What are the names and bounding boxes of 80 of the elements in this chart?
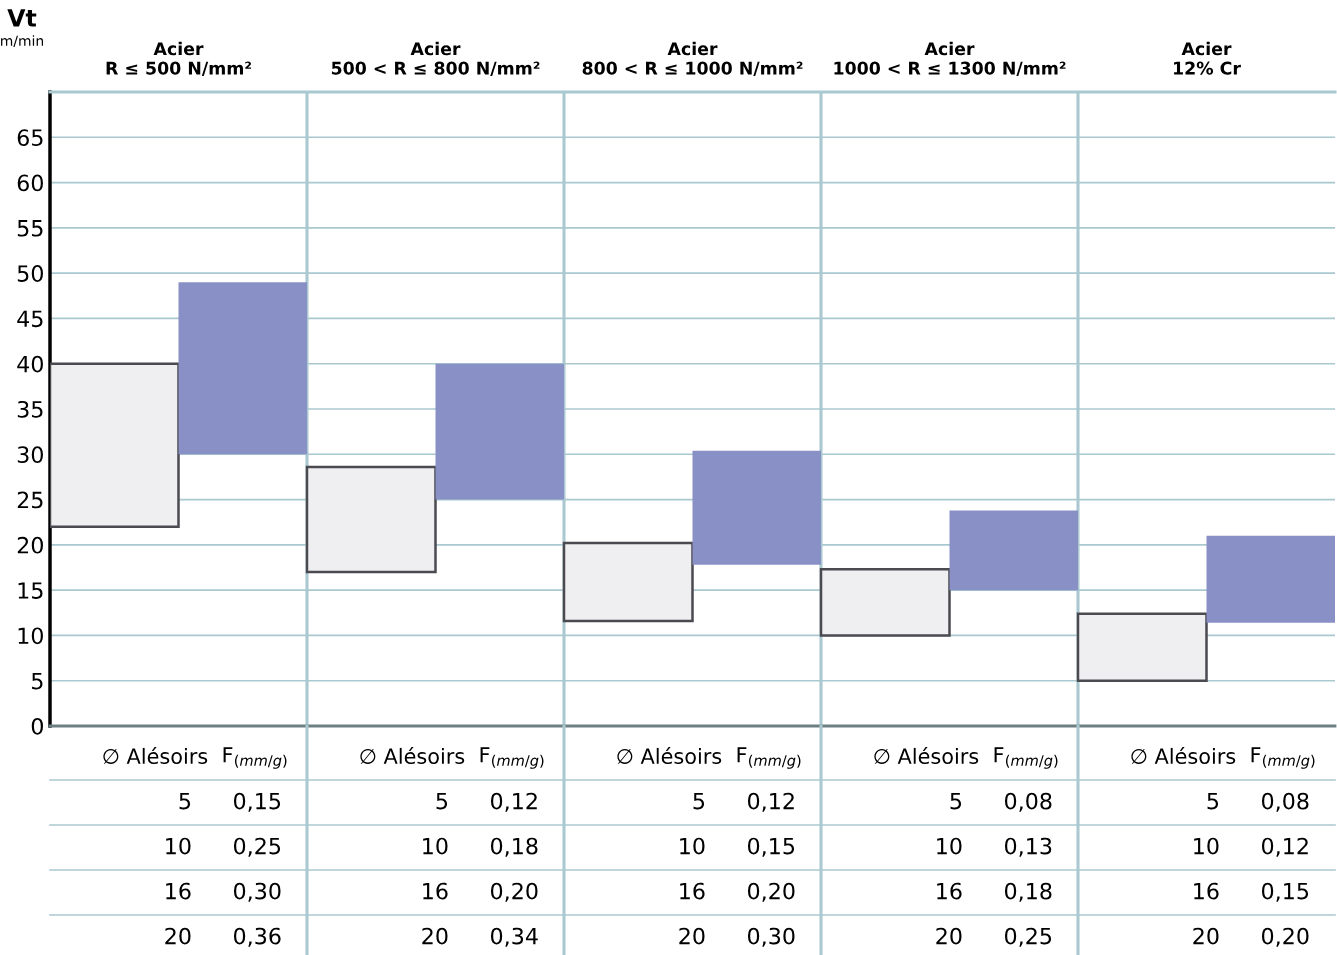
text: ∅ Alésoirs (360, 747, 465, 765)
text: 0,12 (1261, 837, 1308, 857)
x-tick-label: Acier 12% Cr (1174, 41, 1241, 75)
text: 16 (166, 882, 191, 900)
text: 0,15 (1261, 882, 1309, 902)
text: 0,18 (490, 837, 538, 857)
text: 0,30 (747, 927, 795, 947)
bar (819, 568, 951, 637)
y-tick-label: 15 (18, 582, 43, 599)
y-tick-label: 55 (17, 220, 43, 237)
bar (178, 282, 307, 455)
y-axis-title: Vt m/min (1, 9, 44, 48)
text: 0,20 (490, 882, 538, 902)
text: 5 (950, 792, 962, 810)
text: 20 (679, 927, 705, 945)
text: 10 (680, 837, 705, 855)
y-tick-label: 60 (17, 174, 43, 192)
y-tick-label: 10 (18, 627, 43, 645)
text: 0,12 (747, 792, 794, 812)
text: 16 (937, 882, 962, 900)
bar (1206, 535, 1335, 623)
text: 5 (179, 792, 191, 810)
bar (949, 510, 1078, 591)
y-tick-label: 50 (17, 265, 43, 282)
text: 10 (423, 837, 448, 855)
text: 0,08 (1004, 792, 1052, 812)
text: 20 (422, 927, 448, 945)
text: ∅ Alésoirs (1131, 747, 1236, 765)
text: 0,25 (233, 837, 281, 857)
bar (305, 465, 437, 574)
text: 0,08 (1261, 792, 1309, 812)
text: 0,15 (233, 792, 281, 812)
bar (435, 363, 564, 500)
text: F$_{(mm/g)}$ (994, 747, 1058, 769)
text: 0,30 (233, 882, 281, 902)
text: 20 (165, 927, 191, 945)
text: 10 (1194, 837, 1219, 855)
y-tick-label: 65 (17, 129, 43, 147)
text: 0,25 (1004, 927, 1052, 947)
text: 0,20 (1261, 927, 1309, 947)
text: 0,15 (747, 837, 795, 857)
text: 20 (936, 927, 962, 945)
text: 20 (1193, 927, 1219, 945)
x-tick-label: Acier 500 < R ≤ 800 N/mm² (331, 41, 540, 77)
text: 16 (423, 882, 448, 900)
bar (50, 362, 180, 528)
text: 5 (1207, 792, 1219, 810)
x-tick-label: Acier 800 < R ≤ 1000 N/mm² (582, 41, 803, 77)
text: 0,12 (490, 792, 537, 812)
y-tick-label: 5 (32, 672, 43, 690)
bar (1076, 612, 1208, 682)
text: 0,36 (233, 927, 281, 947)
text: 5 (693, 792, 705, 810)
text: 16 (680, 882, 705, 900)
text: 0,20 (747, 882, 795, 902)
y-tick-label: 25 (17, 491, 43, 509)
y-tick-label: 30 (17, 446, 43, 464)
y-tick-label: 0 (31, 717, 43, 735)
text: 0,34 (490, 927, 538, 947)
y-tick-label: 35 (17, 400, 43, 418)
bar (562, 541, 694, 623)
text: 0,13 (1004, 837, 1052, 857)
text: ∅ Alésoirs (617, 747, 722, 765)
text: F$_{(mm/g)}$ (480, 747, 544, 769)
text: 10 (166, 837, 191, 855)
text: F$_{(mm/g)}$ (223, 747, 287, 769)
bar (692, 450, 821, 565)
y-tick-label: 40 (17, 355, 43, 373)
text: F$_{(mm/g)}$ (737, 747, 801, 769)
text: F$_{(mm/g)}$ (1251, 747, 1315, 769)
text: ∅ Alésoirs (874, 747, 979, 765)
y-tick-label: 45 (17, 310, 43, 328)
text: 10 (937, 837, 962, 855)
x-tick-label: Acier 1000 < R ≤ 1300 N/mm² (834, 41, 1066, 77)
text: 0,18 (1004, 882, 1052, 902)
text: 16 (1194, 882, 1219, 900)
x-tick-label: Acier R ≤ 500 N/mm² (106, 41, 251, 77)
text: 5 (436, 792, 448, 810)
text: ∅ Alésoirs (103, 747, 208, 765)
y-tick-label: 20 (17, 536, 43, 554)
